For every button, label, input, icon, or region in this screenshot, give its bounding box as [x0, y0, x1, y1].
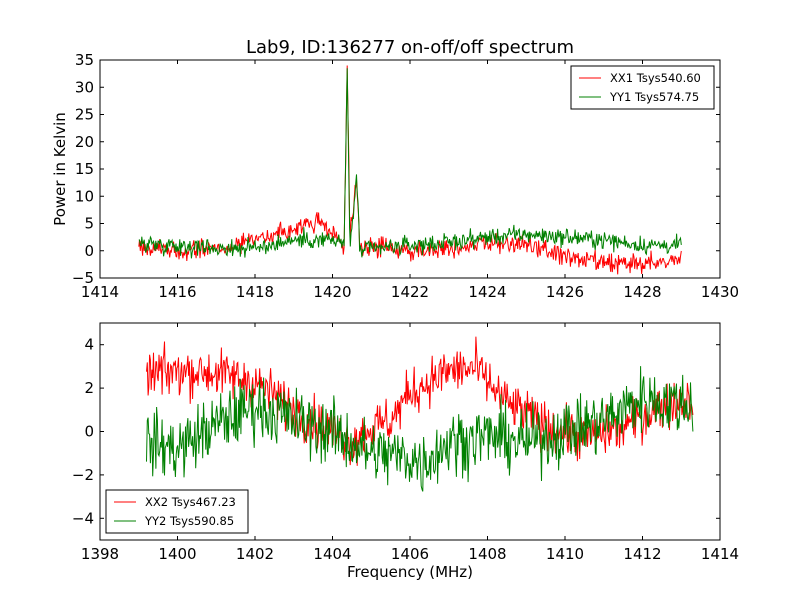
x-tick-label: 1426: [546, 283, 584, 301]
y-tick-label: 0: [84, 423, 94, 441]
legend: XX2 Tsys467.23 YY2 Tsys590.85: [105, 489, 249, 534]
x-tick-label: 1414: [701, 545, 739, 563]
y-tick-label: 2: [84, 379, 94, 397]
x-axis-label: Frequency (MHz): [347, 563, 473, 581]
x-tick-label: 1400: [158, 545, 196, 563]
y-axis-label: Power in Kelvin: [51, 112, 69, 226]
y-tick-label: 4: [84, 336, 94, 354]
x-tick-label: 1406: [391, 545, 429, 563]
top-panel: 1414 1416 1418 1420 1422 1424 1426 1428 1430 −5 0 5…: [51, 51, 739, 301]
y-tick-label: 0: [84, 242, 94, 260]
y-tick-label: 35: [75, 51, 94, 69]
x-tick-label: 1398: [81, 545, 119, 563]
x-tick-label: 1430: [701, 283, 739, 301]
y-tick-label: 20: [75, 133, 94, 151]
y-tick-label: −5: [72, 269, 94, 287]
x-tick-label: 1412: [623, 545, 661, 563]
legend-box: [105, 489, 249, 534]
series-line-yy: [146, 366, 694, 492]
x-tick-label: 1422: [391, 283, 429, 301]
legend-label: XX1 Tsys540.60: [610, 71, 701, 85]
y-tick-label: 25: [75, 106, 94, 124]
series-line-yy: [138, 68, 682, 259]
series-line-xx: [146, 336, 694, 466]
x-tick-label: 1420: [313, 283, 351, 301]
y-tick-label: 5: [84, 215, 94, 233]
legend-label: YY1 Tsys574.75: [609, 90, 699, 104]
x-tick-label: 1408: [468, 545, 506, 563]
y-tick-label: 15: [75, 160, 94, 178]
legend-label: YY2 Tsys590.85: [144, 514, 234, 528]
y-tick-label: 30: [75, 78, 94, 96]
y-tick-label: 10: [75, 187, 94, 205]
x-tick-label: 1416: [158, 283, 196, 301]
legend-box: [570, 65, 715, 110]
y-tick-label: −2: [72, 466, 94, 484]
x-tick-label: 1404: [313, 545, 351, 563]
x-tick-label: 1414: [81, 283, 119, 301]
x-tick-label: 1418: [236, 283, 274, 301]
y-tick-label: −4: [72, 509, 94, 527]
bottom-panel: 1398 1400 1402 1404 1406 1408 1410 1412 1414 −4 −2…: [72, 322, 739, 563]
x-tick-label: 1424: [468, 283, 506, 301]
legend: XX1 Tsys540.60 YY1 Tsys574.75: [570, 65, 715, 110]
series-group: [138, 65, 682, 275]
chart-title: Lab9, ID:136277 on-off/off spectrum: [246, 37, 574, 58]
x-tick-label: 1428: [623, 283, 661, 301]
x-tick-label: 1402: [236, 545, 274, 563]
series-group: [146, 336, 694, 492]
legend-label: XX2 Tsys467.23: [145, 495, 236, 509]
x-tick-label: 1410: [546, 545, 584, 563]
